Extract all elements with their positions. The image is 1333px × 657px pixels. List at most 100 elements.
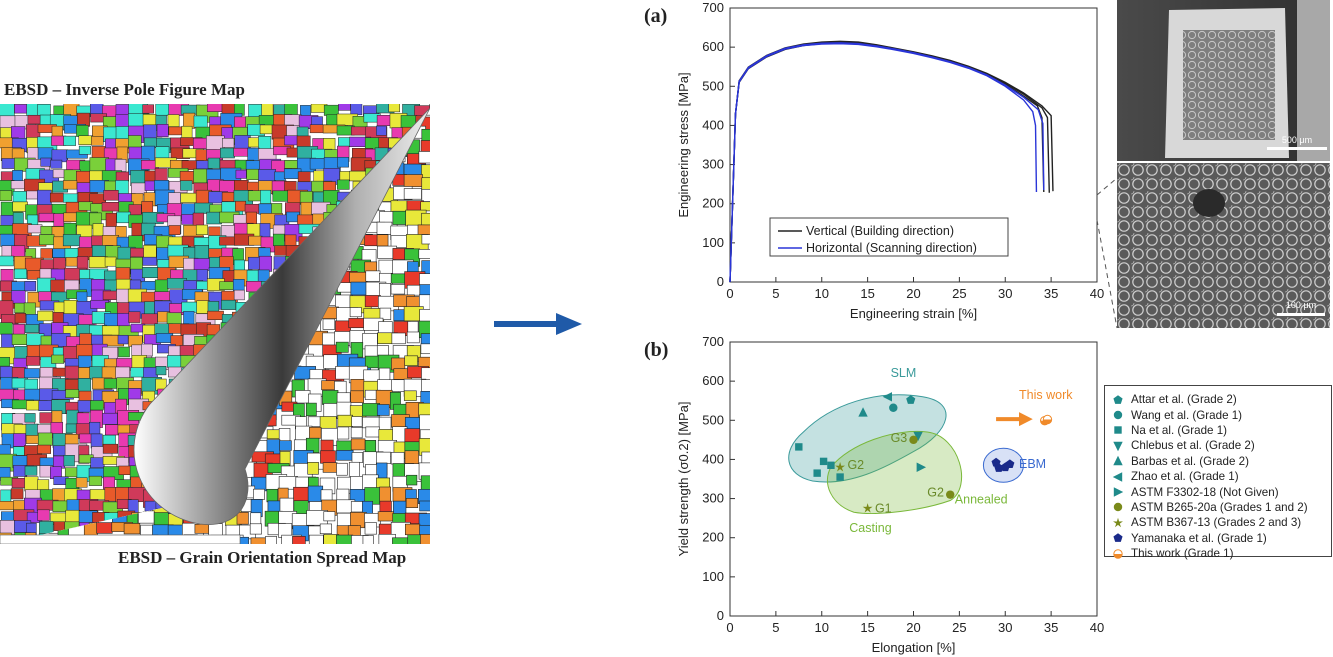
legend-marker xyxy=(1113,410,1123,420)
b-ytick-label: 200 xyxy=(702,530,724,545)
b-annot-g2-right: G2 xyxy=(927,486,944,500)
b-point xyxy=(994,463,1004,472)
legend-label: This work (Grade 1) xyxy=(1131,547,1234,561)
legend-label: ASTM B265-20a (Grades 1 and 2) xyxy=(1131,500,1308,514)
b-this-work-arrowhead xyxy=(1019,412,1033,427)
a-xtick-label: 30 xyxy=(998,286,1012,301)
b-ytick-label: 100 xyxy=(702,569,724,584)
b-label-ebm: EBM xyxy=(1019,457,1046,471)
b-xtick-label: 30 xyxy=(998,620,1012,635)
b-point xyxy=(913,431,923,442)
legend-label: Attar et al. (Grade 2) xyxy=(1131,393,1237,407)
legend-label: Na et al. (Grade 1) xyxy=(1131,423,1228,437)
b-label-casting: Casting xyxy=(849,521,891,535)
b-point xyxy=(836,473,844,481)
panel-a-stress-strain: 0 5 10 15 20 25 30 35 400100200300400500600700En… xyxy=(644,0,1104,321)
b-point xyxy=(946,490,955,499)
a-xtick-label: 5 xyxy=(772,286,779,301)
legend-item: ASTM F3302-18 (Not Given) xyxy=(1109,484,1331,499)
b-annot-g2-left: G2 xyxy=(847,458,864,472)
scale-bar-top: 500 μm xyxy=(1282,135,1312,145)
legend-panel-b: Attar et al. (Grade 2) Wang et al. (Grade… xyxy=(1104,385,1332,560)
legend-marker-shape xyxy=(1114,426,1122,435)
legend-label: ASTM F3302-18 (Not Given) xyxy=(1131,485,1279,499)
legend-marker xyxy=(1113,503,1123,512)
b-ytick-label: 700 xyxy=(702,334,724,349)
a-xtick-label: 40 xyxy=(1090,286,1104,301)
legend-marker-shape xyxy=(1113,441,1123,452)
legend-marker xyxy=(1113,441,1123,452)
legend-item: ASTM B265-20a (Grades 1 and 2) xyxy=(1109,500,1331,515)
b-xtick-label: 35 xyxy=(1044,620,1058,635)
legend-marker-shape xyxy=(1113,410,1123,420)
b-point xyxy=(819,457,828,466)
b-panel-label: (b) xyxy=(644,339,668,361)
legend-marker-shape xyxy=(1112,471,1123,482)
b-point xyxy=(813,469,821,477)
ebsd-ipf-title: EBSD – Inverse Pole Figure Map xyxy=(4,80,245,99)
legend-item: Yamanaka et al. (Grade 1) xyxy=(1109,531,1331,546)
legend-item: Zhao et al. (Grade 1) xyxy=(1109,469,1331,484)
b-xlabel: Elongation [%] xyxy=(872,640,956,655)
b-ytick-label: 500 xyxy=(702,412,724,427)
b-xtick-label: 25 xyxy=(952,620,966,635)
b-ytick-label: 600 xyxy=(702,373,724,388)
a-ytick-label: 500 xyxy=(702,78,724,93)
legend-item: Na et al. (Grade 1) xyxy=(1109,423,1331,438)
b-point xyxy=(882,392,893,402)
legend-marker-shape xyxy=(1113,394,1123,404)
a-xtick-label: 35 xyxy=(1044,286,1058,301)
legend-marker xyxy=(1113,548,1123,559)
legend-marker xyxy=(1113,456,1123,466)
b-region-casting xyxy=(826,430,963,514)
legend-marker xyxy=(1113,533,1123,543)
a-xlabel: Engineering strain [%] xyxy=(850,306,977,321)
right-arrow-icon xyxy=(494,313,582,335)
legend-item: This work (Grade 1) xyxy=(1109,546,1331,561)
legend-item: Attar et al. (Grade 2) xyxy=(1109,392,1331,407)
b-annot-g3: G3 xyxy=(891,431,908,445)
ebsd-map-figure xyxy=(0,104,430,544)
b-xtick-label: 5 xyxy=(772,620,779,635)
b-ytick-label: 300 xyxy=(702,491,724,506)
b-xtick-label: 15 xyxy=(860,620,874,635)
b-point xyxy=(889,403,898,412)
a-ytick-label: 400 xyxy=(702,117,724,132)
legend-label: Wang et al. (Grade 1) xyxy=(1131,408,1243,422)
a-ylabel: Engineering stress [MPa] xyxy=(676,72,691,217)
b-label-annealed: Annealed xyxy=(955,492,1008,506)
a-ytick-label: 600 xyxy=(702,39,724,54)
ebsd-gos-title: EBSD – Grain Orientation Spread Map xyxy=(118,548,407,567)
legend-item: Barbas et al. (Grade 2) xyxy=(1109,454,1331,469)
a-xtick-label: 20 xyxy=(906,286,920,301)
a-legend-label: Horizontal (Scanning direction) xyxy=(806,241,977,255)
legend-marker-shape xyxy=(1113,503,1123,512)
b-point xyxy=(916,462,927,472)
legend-item: ASTM B367-13 (Grades 2 and 3) xyxy=(1109,515,1331,530)
legend-item: Wang et al. (Grade 1) xyxy=(1109,407,1331,422)
b-xtick-label: 40 xyxy=(1090,620,1104,635)
b-region-slm xyxy=(788,394,947,483)
page-curl xyxy=(133,107,430,525)
a-panel-label: (a) xyxy=(644,5,667,27)
b-annot-g1: G1 xyxy=(875,502,892,516)
b-point xyxy=(909,435,918,445)
b-annot-this-work: This work xyxy=(1019,388,1073,402)
b-point xyxy=(906,395,916,404)
a-ytick-label: 200 xyxy=(702,196,724,211)
b-point xyxy=(858,407,868,417)
sem-fracture-overview: 500 μm xyxy=(1117,0,1330,161)
legend-label: Chlebus et al. (Grade 2) xyxy=(1131,439,1255,453)
b-point xyxy=(1042,414,1053,425)
b-point xyxy=(1005,459,1015,469)
a-ytick-label: 700 xyxy=(702,0,724,15)
a-ytick-label: 100 xyxy=(702,235,724,250)
legend-marker xyxy=(1113,394,1123,404)
a-legend-box xyxy=(769,217,1009,257)
b-ylabel: Yield strength (σ0.2) [MPa] xyxy=(676,402,691,557)
a-xtick-label: 0 xyxy=(726,286,733,301)
a-ytick-label: 300 xyxy=(702,157,724,172)
b-point xyxy=(795,443,803,451)
legend-label: Barbas et al. (Grade 2) xyxy=(1131,454,1249,468)
